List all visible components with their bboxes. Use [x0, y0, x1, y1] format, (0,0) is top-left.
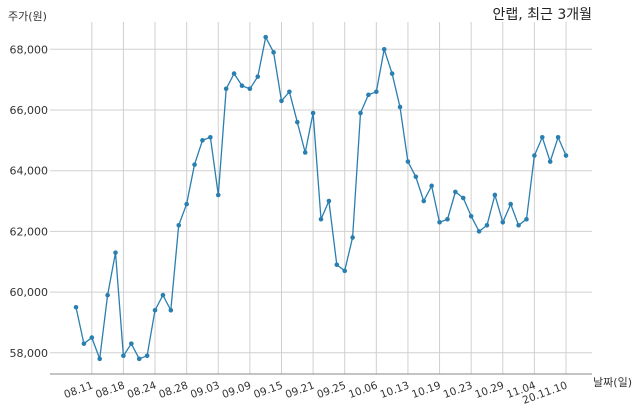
- data-point: [374, 89, 379, 95]
- data-point: [89, 335, 95, 340]
- x-tick-label: 10.29: [473, 380, 505, 402]
- data-point: [302, 150, 308, 155]
- data-point: [231, 71, 237, 76]
- x-tick-label: 08.18: [94, 380, 126, 402]
- data-point: [381, 47, 387, 52]
- data-point: [113, 250, 118, 255]
- data-point: [318, 216, 324, 222]
- data-point: [152, 307, 158, 313]
- data-point: [73, 304, 79, 310]
- data-point: [200, 138, 205, 143]
- x-tick-label: 09.21: [284, 380, 316, 402]
- x-tick-label: 08.11: [62, 380, 94, 402]
- data-point: [366, 92, 371, 98]
- data-point: [413, 174, 419, 180]
- data-point: [184, 201, 189, 207]
- x-axis-label: 날짜(일): [593, 376, 632, 389]
- x-tick-label: 10.13: [379, 380, 411, 402]
- y-tick-label: 64,000: [10, 165, 49, 178]
- data-point: [429, 183, 434, 189]
- y-tick-label: 62,000: [10, 225, 49, 238]
- x-tick-label: 09.03: [189, 380, 221, 402]
- data-point: [405, 159, 411, 164]
- data-point: [334, 262, 340, 268]
- data-point: [136, 356, 142, 362]
- chart-title: 안랩, 최근 3개월: [492, 7, 592, 23]
- data-point: [350, 235, 355, 240]
- data-point: [294, 119, 300, 125]
- x-tick-label: 09.15: [252, 380, 284, 402]
- data-point: [176, 223, 182, 228]
- data-point: [397, 104, 403, 110]
- data-point: [460, 195, 466, 201]
- data-point: [239, 83, 245, 89]
- data-point: [563, 153, 569, 158]
- data-point: [358, 110, 363, 116]
- data-point: [445, 216, 450, 222]
- data-point: [539, 135, 545, 140]
- data-point: [476, 229, 482, 234]
- y-axis-label: 주가(원): [8, 10, 47, 23]
- data-point: [129, 341, 134, 346]
- y-tick-label: 60,000: [10, 286, 49, 299]
- data-point: [271, 50, 276, 55]
- x-tick-label: 10.23: [442, 380, 474, 402]
- data-point: [168, 307, 174, 313]
- data-point: [215, 192, 221, 198]
- x-tick-label: 08.24: [126, 379, 159, 401]
- data-point: [97, 356, 103, 362]
- data-point: [342, 268, 348, 274]
- data-point: [208, 135, 213, 140]
- data-point: [279, 98, 284, 104]
- data-point: [468, 213, 474, 219]
- data-point: [547, 159, 553, 164]
- x-tick-label: 09.09: [221, 380, 253, 402]
- data-point: [160, 292, 166, 298]
- data-point: [223, 86, 229, 92]
- x-tick-label: 08.28: [157, 380, 189, 402]
- data-point: [555, 135, 561, 140]
- data-point: [287, 89, 292, 95]
- data-point: [263, 34, 268, 40]
- y-tick-label: 68,000: [10, 43, 49, 56]
- y-tick-label: 66,000: [10, 104, 49, 117]
- data-point: [310, 110, 316, 116]
- data-point: [255, 74, 261, 79]
- data-point: [508, 201, 513, 207]
- x-tick-label: 10.06: [347, 379, 380, 401]
- data-point: [247, 86, 253, 92]
- series-line: [75, 35, 567, 360]
- data-point: [500, 219, 506, 225]
- data-point: [192, 162, 197, 167]
- data-point: [532, 153, 537, 158]
- data-point: [144, 353, 150, 359]
- data-point: [121, 353, 126, 359]
- data-point: [516, 223, 521, 228]
- data-point: [389, 71, 395, 76]
- y-tick-label: 58,000: [10, 347, 49, 360]
- x-tick-label: 10.19: [410, 380, 442, 402]
- data-point: [105, 292, 110, 298]
- data-point: [492, 192, 498, 198]
- data-point: [524, 216, 529, 222]
- data-point: [437, 219, 442, 225]
- data-point: [421, 198, 427, 204]
- data-point: [453, 189, 458, 195]
- data-point: [81, 341, 87, 346]
- x-tick-label: 09.25: [315, 380, 347, 402]
- data-point: [484, 223, 490, 228]
- data-point: [326, 198, 332, 204]
